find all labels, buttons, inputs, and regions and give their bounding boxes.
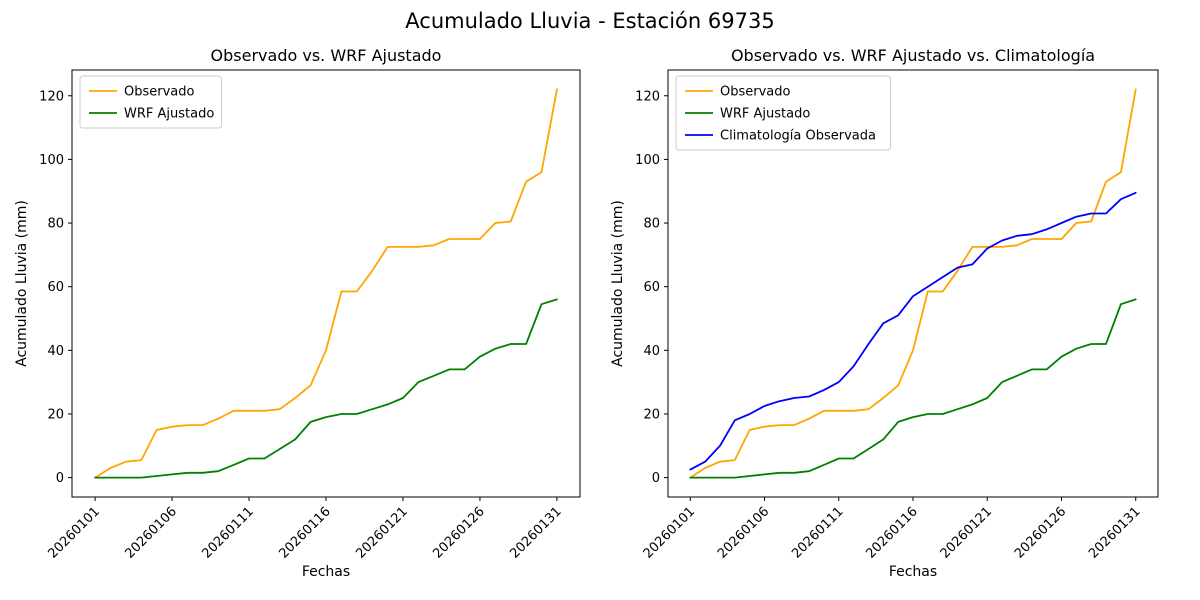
y-axis-label: Acumulado Lluvia (mm) (610, 200, 626, 367)
right-chart: Observado vs. WRF Ajustado vs. Climatolo… (610, 46, 1159, 580)
x-tick-label: 20260131 (507, 504, 564, 561)
series-line-observado (94, 88, 558, 479)
x-axis-label: Fechas (302, 564, 350, 580)
x-tick-label: 20260116 (863, 504, 920, 561)
x-tick-label: 20260131 (1086, 504, 1143, 561)
y-tick-label: 20 (643, 407, 660, 422)
y-tick-label: 0 (56, 471, 64, 486)
legend-label: Climatología Observada (720, 129, 876, 144)
legend (79, 75, 223, 129)
legend-label: Observado (720, 85, 791, 100)
figure-title: Acumulado Lluvia - Estación 69735 (405, 9, 775, 33)
subplot-title: Observado vs. WRF Ajustado vs. Climatolo… (731, 46, 1095, 65)
y-tick-label: 20 (47, 407, 64, 422)
y-axis-label: Acumulado Lluvia (mm) (14, 200, 30, 367)
x-axis-label: Fechas (889, 564, 937, 580)
x-tick-label: 20260116 (276, 504, 333, 561)
left-chart: Observado vs. WRF Ajustado 0 20 40 60 80 100 12… (14, 46, 581, 580)
x-tick-label: 20260126 (430, 504, 487, 561)
y-tick-label: 100 (39, 153, 64, 168)
legend (675, 75, 892, 151)
y-tick-label: 120 (635, 89, 660, 104)
x-tick-label: 20260121 (938, 504, 995, 561)
subplot-title: Observado vs. WRF Ajustado (211, 46, 442, 65)
series-line-observado (689, 88, 1137, 479)
y-tick-label: 0 (652, 471, 660, 486)
y-tick-label: 100 (635, 153, 660, 168)
series-line-climatolog-a-observada (689, 191, 1137, 471)
x-tick-label: 20260126 (1012, 504, 1069, 561)
x-tick-label: 20260101 (46, 504, 103, 561)
x-tick-label: 20260111 (789, 504, 846, 561)
y-tick-label: 40 (643, 344, 660, 359)
y-tick-label: 80 (47, 217, 64, 232)
y-tick-label: 60 (643, 280, 660, 295)
y-tick-label: 120 (39, 89, 64, 104)
legend-label: WRF Ajustado (720, 107, 810, 122)
y-tick-label: 40 (47, 344, 64, 359)
y-tick-label: 60 (47, 280, 64, 295)
series-line-wrf-ajustado (689, 298, 1137, 479)
y-tick-label: 80 (643, 217, 660, 232)
x-tick-label: 20260106 (122, 504, 179, 561)
x-tick-label: 20260121 (353, 504, 410, 561)
x-tick-label: 20260106 (715, 504, 772, 561)
legend-label: Observado (124, 85, 195, 100)
legend-label: WRF Ajustado (124, 107, 214, 122)
plot-area (71, 69, 581, 498)
series-line-wrf-ajustado (94, 298, 558, 479)
x-tick-label: 20260111 (199, 504, 256, 561)
x-tick-label: 20260101 (641, 504, 698, 561)
